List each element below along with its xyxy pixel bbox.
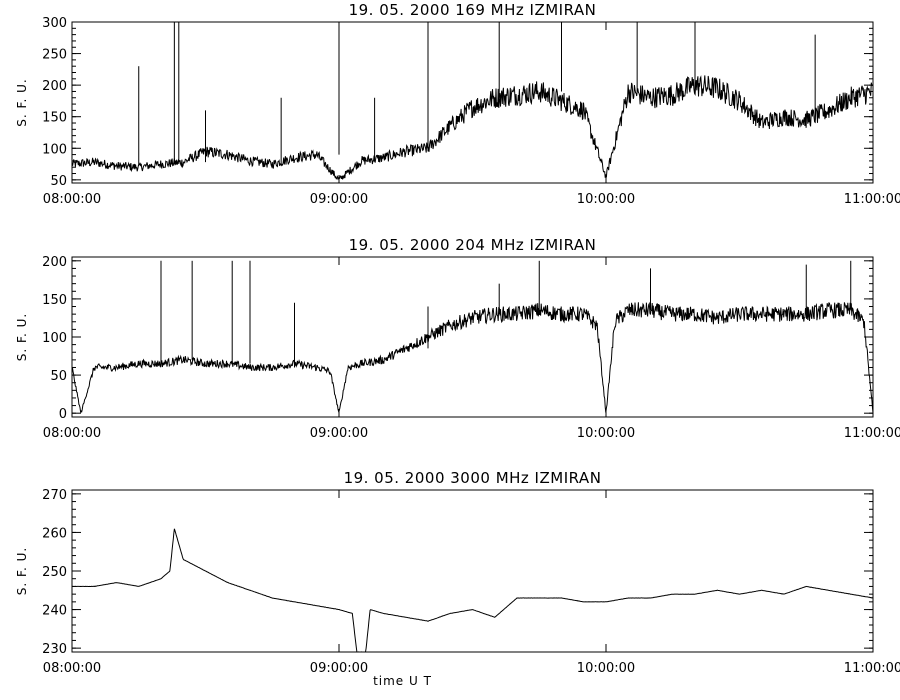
- x-tick-label: 10:00:00: [577, 426, 635, 441]
- y-tick-label: 200: [42, 79, 67, 94]
- x-tick-label: 08:00:00: [43, 661, 101, 676]
- x-tick-label: 09:00:00: [310, 426, 368, 441]
- y-tick-label: 230: [42, 642, 67, 657]
- x-tick-label: 10:00:00: [577, 192, 635, 207]
- x-tick-label: 08:00:00: [43, 426, 101, 441]
- y-tick-label: 260: [42, 526, 67, 541]
- chart-169mhz: 19. 05. 2000 169 MHz IZMIRAN 50 100 150 200 2…: [15, 1, 900, 207]
- y-tick-label: 50: [50, 369, 67, 384]
- y-tick-label: 150: [42, 111, 67, 126]
- series-line: [72, 528, 874, 653]
- x-tick-label: 11:00:00: [844, 661, 900, 676]
- x-axis-label: time U T: [373, 674, 432, 688]
- x-tick-label: 09:00:00: [310, 192, 368, 207]
- chart-title: 19. 05. 2000 169 MHz IZMIRAN: [349, 1, 597, 19]
- y-tick-label: 240: [42, 604, 67, 619]
- chart-204mhz: 19. 05. 2000 204 MHz IZMIRAN 0 50 100 150 200…: [15, 236, 900, 441]
- y-tick-label: 200: [42, 255, 67, 270]
- x-tick-label: 11:00:00: [844, 426, 900, 441]
- y-axis-label: S. F. U.: [15, 547, 29, 595]
- y-tick-label: 270: [42, 488, 67, 503]
- y-tick-label: 100: [42, 331, 67, 346]
- chart-title: 19. 05. 2000 204 MHz IZMIRAN: [349, 236, 597, 254]
- chart-3000mhz: 19. 05. 2000 3000 MHz IZMIRAN 230 240 250 26…: [15, 469, 900, 688]
- y-tick-label: 250: [42, 565, 67, 580]
- plot-frame: [71, 21, 874, 184]
- series-line: [71, 75, 874, 181]
- y-tick-label: 150: [42, 293, 67, 308]
- x-tick-label: 10:00:00: [577, 661, 635, 676]
- y-axis-label: S. F. U.: [15, 78, 29, 126]
- series-line: [71, 301, 874, 414]
- plot-frame: [71, 489, 874, 653]
- y-axis-label: S. F. U.: [15, 313, 29, 361]
- chart-title: 19. 05. 2000 3000 MHz IZMIRAN: [344, 469, 602, 487]
- y-tick-label: 0: [59, 407, 67, 422]
- y-tick-label: 100: [42, 142, 67, 157]
- y-tick-label: 50: [50, 174, 67, 189]
- x-tick-label: 11:00:00: [844, 192, 900, 207]
- y-tick-label: 300: [42, 16, 67, 31]
- y-tick-label: 250: [42, 48, 67, 63]
- x-tick-label: 08:00:00: [43, 192, 101, 207]
- x-tick-label: 09:00:00: [310, 661, 368, 676]
